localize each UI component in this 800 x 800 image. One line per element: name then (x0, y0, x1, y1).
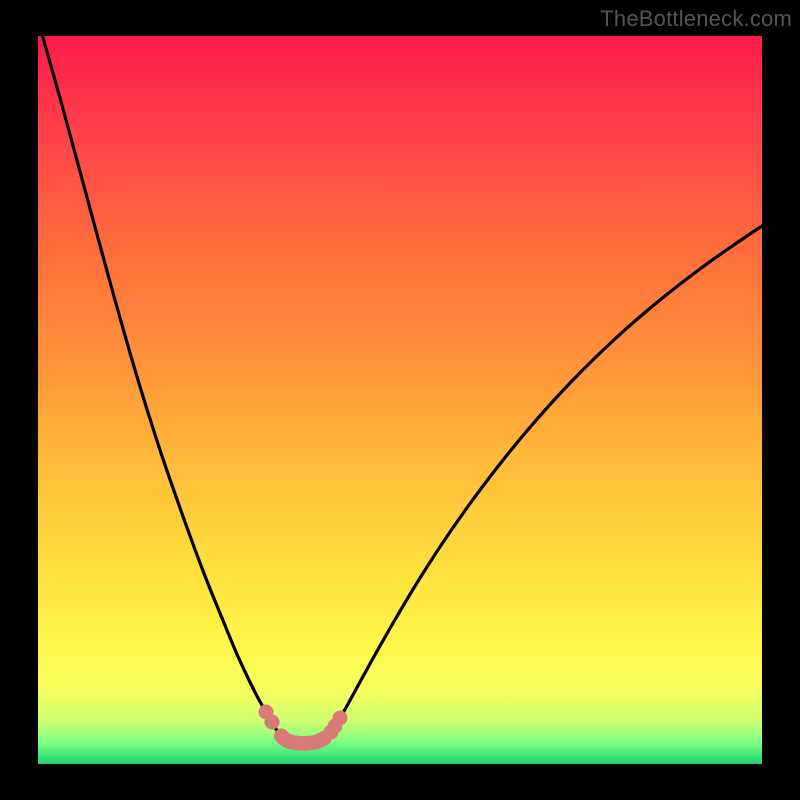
marker-right-arm (333, 711, 348, 726)
marker-left-arm (265, 715, 280, 730)
stage: TheBottleneck.com (0, 0, 800, 800)
plot-background (38, 36, 762, 764)
watermark-text: TheBottleneck.com (600, 6, 792, 32)
chart-svg (0, 0, 800, 800)
